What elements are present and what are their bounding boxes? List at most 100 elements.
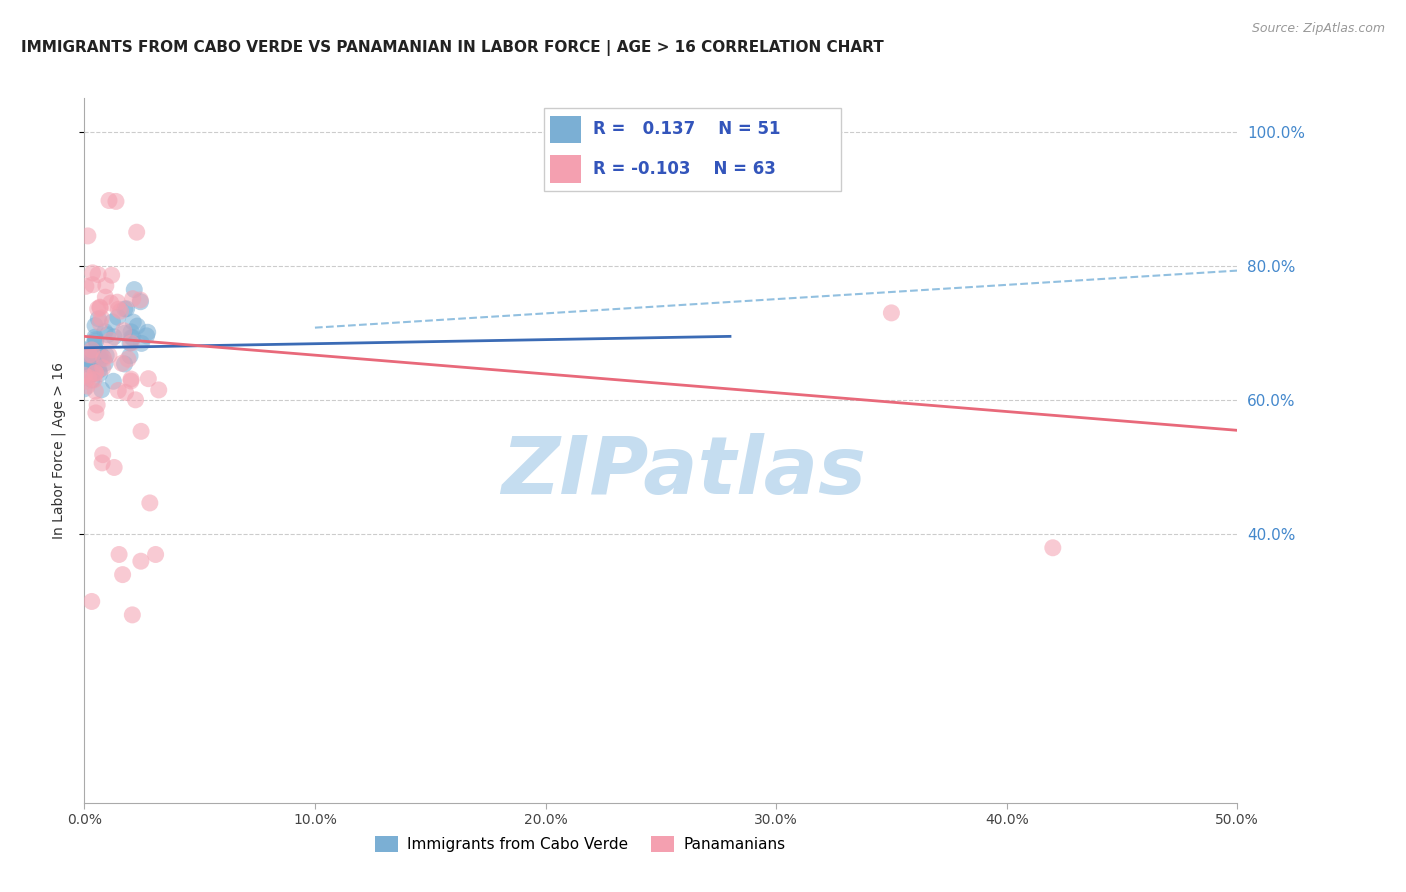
- Point: [76, 357, 98, 371]
- Point: [125, 225, 148, 239]
- FancyBboxPatch shape: [544, 108, 841, 191]
- Point: [87, 363, 110, 377]
- Point: [75, 374, 97, 388]
- Point: [110, 304, 132, 318]
- Point: [73, 343, 96, 357]
- Point: [100, 296, 122, 310]
- Point: [80, 343, 103, 357]
- Point: [89, 346, 111, 360]
- Point: [107, 310, 129, 325]
- Point: [117, 352, 139, 367]
- Point: [114, 326, 136, 341]
- Point: [108, 548, 131, 562]
- Point: [135, 329, 157, 343]
- Point: [94, 325, 117, 339]
- Point: [90, 310, 112, 325]
- Point: [77, 349, 100, 363]
- Point: [90, 383, 112, 397]
- Point: [97, 348, 120, 362]
- Point: [111, 567, 134, 582]
- Point: [121, 292, 143, 306]
- Point: [80, 357, 103, 371]
- Point: [87, 311, 110, 326]
- Point: [80, 359, 103, 373]
- Point: [101, 315, 124, 329]
- Point: [80, 368, 103, 382]
- Point: [82, 266, 104, 280]
- Point: [82, 277, 104, 292]
- Point: [114, 301, 136, 316]
- Point: [77, 352, 100, 367]
- Point: [84, 334, 107, 348]
- Point: [136, 326, 159, 340]
- Point: [80, 373, 103, 387]
- Point: [84, 318, 107, 333]
- Point: [129, 425, 152, 439]
- Point: [93, 351, 115, 366]
- Point: [75, 357, 97, 371]
- Point: [83, 373, 105, 387]
- Point: [84, 366, 107, 380]
- Point: [145, 548, 167, 562]
- Text: R = -0.103    N = 63: R = -0.103 N = 63: [593, 160, 776, 178]
- Point: [75, 279, 97, 293]
- Point: [84, 406, 107, 420]
- Point: [86, 344, 108, 359]
- Point: [84, 350, 107, 364]
- Point: [79, 348, 101, 362]
- Point: [77, 370, 100, 384]
- Point: [1042, 541, 1064, 555]
- Point: [121, 607, 143, 622]
- Point: [75, 347, 97, 361]
- Point: [100, 268, 122, 282]
- Point: [148, 383, 170, 397]
- Y-axis label: In Labor Force | Age > 16: In Labor Force | Age > 16: [52, 362, 66, 539]
- Point: [107, 384, 129, 398]
- Point: [82, 348, 104, 362]
- Point: [84, 366, 107, 380]
- Point: [79, 351, 101, 365]
- Text: Source: ZipAtlas.com: Source: ZipAtlas.com: [1251, 22, 1385, 36]
- Point: [107, 302, 129, 317]
- Point: [129, 293, 152, 307]
- Point: [100, 334, 122, 348]
- Point: [97, 327, 120, 342]
- Point: [115, 301, 138, 316]
- Legend: Immigrants from Cabo Verde, Panamanians: Immigrants from Cabo Verde, Panamanians: [368, 830, 792, 859]
- Point: [76, 228, 98, 243]
- Point: [120, 325, 142, 339]
- Point: [138, 372, 160, 386]
- Point: [94, 290, 117, 304]
- Point: [124, 392, 146, 407]
- Point: [114, 385, 136, 400]
- Point: [94, 356, 117, 370]
- Point: [122, 331, 145, 345]
- Point: [120, 372, 142, 386]
- Point: [121, 330, 143, 344]
- Point: [129, 554, 152, 568]
- Point: [103, 374, 125, 388]
- Bar: [550, 116, 581, 144]
- Point: [129, 294, 152, 309]
- Point: [112, 324, 135, 338]
- Point: [73, 368, 96, 383]
- Point: [139, 496, 162, 510]
- Point: [89, 350, 111, 364]
- Point: [118, 335, 141, 350]
- Point: [91, 448, 114, 462]
- Point: [127, 319, 149, 334]
- Point: [91, 456, 114, 470]
- Point: [84, 384, 107, 399]
- Text: R =   0.137    N = 51: R = 0.137 N = 51: [593, 120, 780, 138]
- Point: [104, 194, 127, 209]
- Text: IMMIGRANTS FROM CABO VERDE VS PANAMANIAN IN LABOR FORCE | AGE > 16 CORRELATION C: IMMIGRANTS FROM CABO VERDE VS PANAMANIAN…: [21, 40, 884, 56]
- Point: [84, 330, 107, 344]
- Point: [89, 316, 111, 330]
- Point: [76, 379, 98, 393]
- Point: [80, 594, 103, 608]
- Point: [84, 333, 107, 347]
- Point: [105, 295, 128, 310]
- Point: [91, 360, 114, 375]
- Point: [82, 337, 104, 351]
- Point: [120, 374, 142, 388]
